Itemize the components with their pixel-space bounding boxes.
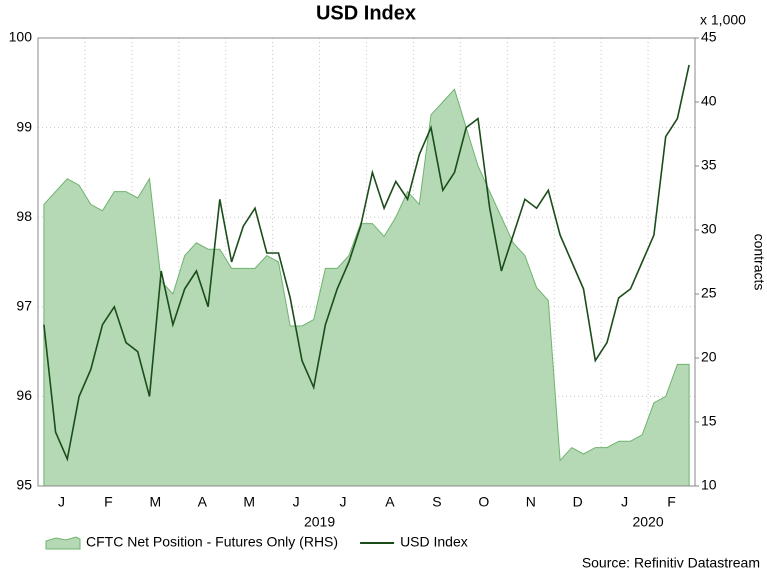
y2-tick-label: 25 [701, 285, 717, 301]
x-tick-label: J [621, 494, 628, 510]
y2-tick-label: 10 [701, 477, 717, 493]
y2-tick-label: 15 [701, 413, 717, 429]
y-tick-label: 96 [16, 387, 32, 403]
x-tick-label: O [478, 494, 489, 510]
x-tick-label: A [198, 494, 208, 510]
source: Source: Refinitiv Datastream [582, 555, 760, 571]
y2-tick-label: 35 [701, 157, 717, 173]
y-tick-label: 98 [16, 208, 32, 224]
x-tick-label: J [340, 494, 347, 510]
y2-unit: x 1,000 [700, 12, 746, 28]
legend-label: CFTC Net Position - Futures Only (RHS) [86, 534, 338, 550]
y-tick-label: 99 [16, 118, 32, 134]
y-tick-label: 97 [16, 298, 32, 314]
legend-swatch [45, 536, 81, 550]
x-tick-label: A [385, 494, 395, 510]
x-tick-label: J [58, 494, 65, 510]
y-tick-label: 95 [16, 477, 32, 493]
plot-frame [37, 37, 696, 487]
chart-title: USD Index [316, 2, 416, 24]
x-tick-label: F [667, 494, 676, 510]
y2-tick-label: 45 [701, 29, 717, 45]
y2-axis-label: contracts [751, 234, 767, 291]
x-tick-label: N [526, 494, 536, 510]
y2-tick-label: 30 [701, 221, 717, 237]
year-label: 2020 [632, 514, 663, 530]
legend-label: USD Index [400, 534, 468, 550]
y2-tick-label: 20 [701, 349, 717, 365]
year-label: 2019 [304, 514, 335, 530]
x-tick-label: S [432, 494, 441, 510]
area [43, 88, 690, 487]
line [43, 64, 690, 462]
x-tick-label: J [293, 494, 300, 510]
x-tick-label: F [104, 494, 113, 510]
y-tick-label: 100 [9, 29, 33, 45]
x-tick-label: D [573, 494, 583, 510]
x-tick-label: M [243, 494, 255, 510]
y2-tick-label: 40 [701, 93, 717, 109]
x-tick-label: M [149, 494, 161, 510]
